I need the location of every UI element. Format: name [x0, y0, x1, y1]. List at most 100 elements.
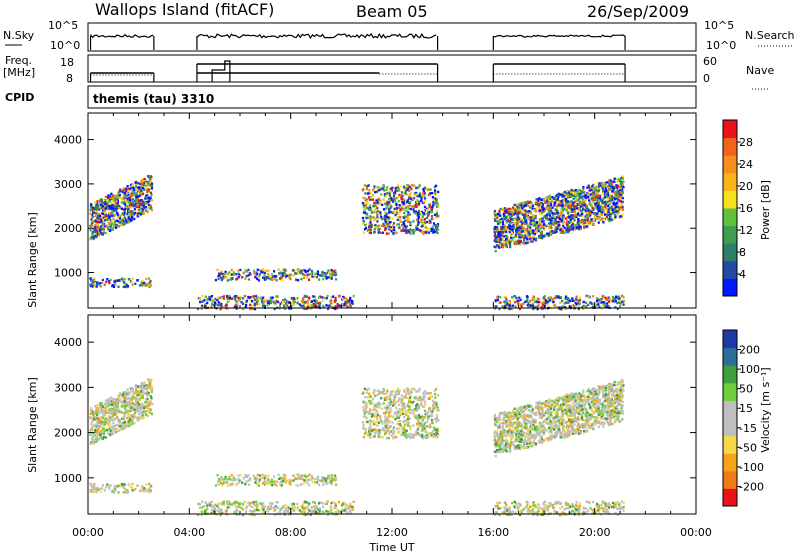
- power-cell: [254, 299, 256, 301]
- power-cell: [592, 201, 594, 203]
- power-ytick-label: 1000: [54, 267, 82, 280]
- power-cell: [415, 212, 417, 214]
- power-cell: [429, 206, 431, 208]
- power-cell: [215, 279, 217, 281]
- power-cell: [282, 301, 284, 303]
- power-cell: [145, 182, 147, 184]
- power-cell: [434, 214, 436, 216]
- power-cell: [428, 228, 430, 230]
- velocity-cell: [262, 474, 264, 476]
- velocity-cell: [150, 395, 152, 397]
- power-cell: [409, 228, 411, 230]
- power-cell: [98, 213, 100, 215]
- velocity-cell: [227, 506, 229, 508]
- power-cell: [273, 270, 275, 272]
- power-cell: [338, 295, 340, 297]
- power-cell: [124, 199, 126, 201]
- power-cell: [430, 188, 432, 190]
- power-cell: [139, 204, 141, 206]
- power-cell: [556, 194, 558, 196]
- power-cell: [292, 274, 294, 276]
- power-cell: [114, 197, 116, 199]
- power-cell: [108, 220, 110, 222]
- velocity-cell: [125, 409, 127, 411]
- power-cell: [565, 217, 567, 219]
- power-cell: [559, 302, 561, 304]
- power-cell: [567, 200, 569, 202]
- power-cell: [549, 197, 551, 199]
- power-cell: [102, 219, 104, 221]
- power-cell: [578, 225, 580, 227]
- power-cell: [498, 211, 500, 213]
- power-cell: [601, 218, 603, 220]
- velocity-cell: [106, 404, 108, 406]
- power-cell: [598, 299, 600, 301]
- power-cell: [610, 215, 612, 217]
- power-cell: [436, 210, 438, 212]
- power-cell: [605, 188, 607, 190]
- power-cell: [598, 301, 600, 303]
- power-cell: [270, 302, 272, 304]
- power-cell: [386, 192, 388, 194]
- velocity-cell: [126, 398, 128, 400]
- velocity-cell: [137, 419, 139, 421]
- power-cell: [602, 192, 604, 194]
- power-cell: [523, 239, 525, 241]
- power-cell: [148, 199, 150, 201]
- power-cell: [114, 209, 116, 211]
- power-cell: [225, 305, 227, 307]
- power-cell: [533, 215, 535, 217]
- velocity-cell: [334, 503, 336, 505]
- power-cell: [507, 229, 509, 231]
- power-cell: [436, 198, 438, 200]
- velocity-cell: [231, 503, 233, 505]
- power-x-ticks: [88, 113, 696, 308]
- power-cell: [582, 198, 584, 200]
- power-cell: [566, 192, 568, 194]
- power-cell: [306, 276, 308, 278]
- power-cell: [615, 206, 617, 208]
- velocity-cell: [284, 504, 286, 506]
- velocity-cell: [137, 394, 139, 396]
- power-cell: [201, 300, 203, 302]
- power-cell: [113, 281, 115, 283]
- power-cell: [535, 215, 537, 217]
- power-cell: [265, 278, 267, 280]
- power-cell: [349, 297, 351, 299]
- power-cell: [139, 192, 141, 194]
- velocity-cell: [319, 508, 321, 510]
- power-cell: [252, 295, 254, 297]
- power-cell: [407, 199, 409, 201]
- power-cell: [372, 194, 374, 196]
- power-cell: [612, 300, 614, 302]
- power-cell: [512, 236, 514, 238]
- velocity-cell: [105, 486, 107, 488]
- power-cell: [424, 221, 426, 223]
- velocity-cell: [125, 423, 127, 425]
- velocity-cell: [103, 436, 105, 438]
- power-cell: [584, 200, 586, 202]
- power-cell: [416, 200, 418, 202]
- power-cell: [499, 296, 501, 298]
- power-cell: [553, 230, 555, 232]
- noise-traces: [91, 34, 626, 50]
- power-cell: [114, 195, 116, 197]
- power-cell: [513, 300, 515, 302]
- power-cell: [621, 203, 623, 205]
- power-cell: [224, 273, 226, 275]
- velocity-cell: [131, 483, 133, 485]
- power-cell: [258, 303, 260, 305]
- noise-right-label: N.Search: [745, 29, 795, 42]
- velocity-cell: [151, 413, 153, 415]
- power-cell: [307, 270, 309, 272]
- power-cell: [535, 198, 537, 200]
- power-cell: [338, 304, 340, 306]
- power-cell: [409, 193, 411, 195]
- power-cell: [108, 216, 110, 218]
- power-cell: [592, 223, 594, 225]
- power-cell: [317, 273, 319, 275]
- power-cell: [518, 218, 520, 220]
- power-cell: [226, 276, 228, 278]
- power-cell: [601, 184, 603, 186]
- power-cell: [406, 225, 408, 227]
